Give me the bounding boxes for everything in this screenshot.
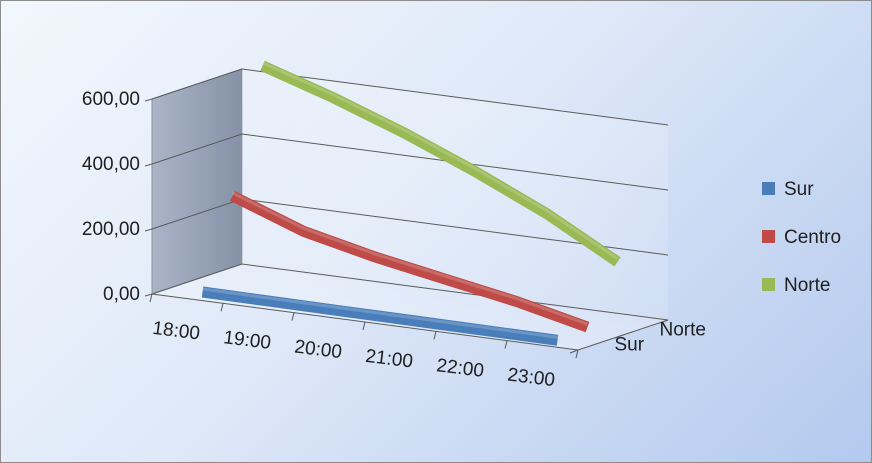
x-tick-mark xyxy=(433,331,437,340)
legend-swatch-centro xyxy=(762,230,775,243)
floor xyxy=(152,264,668,350)
series-highlight-sur xyxy=(202,287,558,339)
side-wall xyxy=(151,68,243,295)
depth-tick-mark xyxy=(614,334,624,339)
y-tick-mark xyxy=(144,163,153,167)
series-line-centro xyxy=(230,190,590,333)
x-tick-label: 19:00 xyxy=(222,327,272,354)
depth-tick-label: Sur xyxy=(615,335,645,356)
series-line-norte xyxy=(260,60,621,267)
legend-swatch-sur xyxy=(762,182,775,195)
y-tick-label: 400,00 xyxy=(82,154,140,175)
depth-tick-label: Norte xyxy=(660,320,706,341)
series-highlight-norte xyxy=(261,61,619,261)
x-tick-label: 23:00 xyxy=(506,365,556,392)
x-tick-mark xyxy=(291,312,295,321)
x-tick-label: 20:00 xyxy=(293,337,343,364)
legend-label-centro: Centro xyxy=(784,227,841,248)
y-tick-label: 200,00 xyxy=(82,219,140,240)
x-tick-mark xyxy=(504,340,508,349)
legend-label-norte: Norte xyxy=(784,275,830,296)
x-tick-mark xyxy=(220,303,224,312)
x-tick-label: 21:00 xyxy=(364,346,414,373)
y-tick-mark xyxy=(144,98,153,102)
x-tick-mark xyxy=(362,321,366,331)
y-tick-label: 0,00 xyxy=(103,284,140,305)
legend-label-sur: Sur xyxy=(784,179,814,200)
depth-tick-mark xyxy=(569,349,579,354)
series-highlight-centro xyxy=(231,191,589,326)
depth-tick-mark xyxy=(659,319,669,324)
gridline xyxy=(151,133,669,191)
gridline xyxy=(151,68,669,126)
y-tick-label: 600,00 xyxy=(82,89,140,110)
x-tick-mark xyxy=(149,293,153,303)
y-tick-mark xyxy=(144,228,153,232)
x-tick-label: 18:00 xyxy=(151,318,201,345)
back-wall xyxy=(242,69,668,320)
y-tick-mark xyxy=(144,293,153,297)
x-tick-label: 22:00 xyxy=(435,355,485,382)
legend-swatch-norte xyxy=(762,278,775,291)
x-tick-mark xyxy=(575,349,579,359)
series-line-sur xyxy=(201,286,559,346)
